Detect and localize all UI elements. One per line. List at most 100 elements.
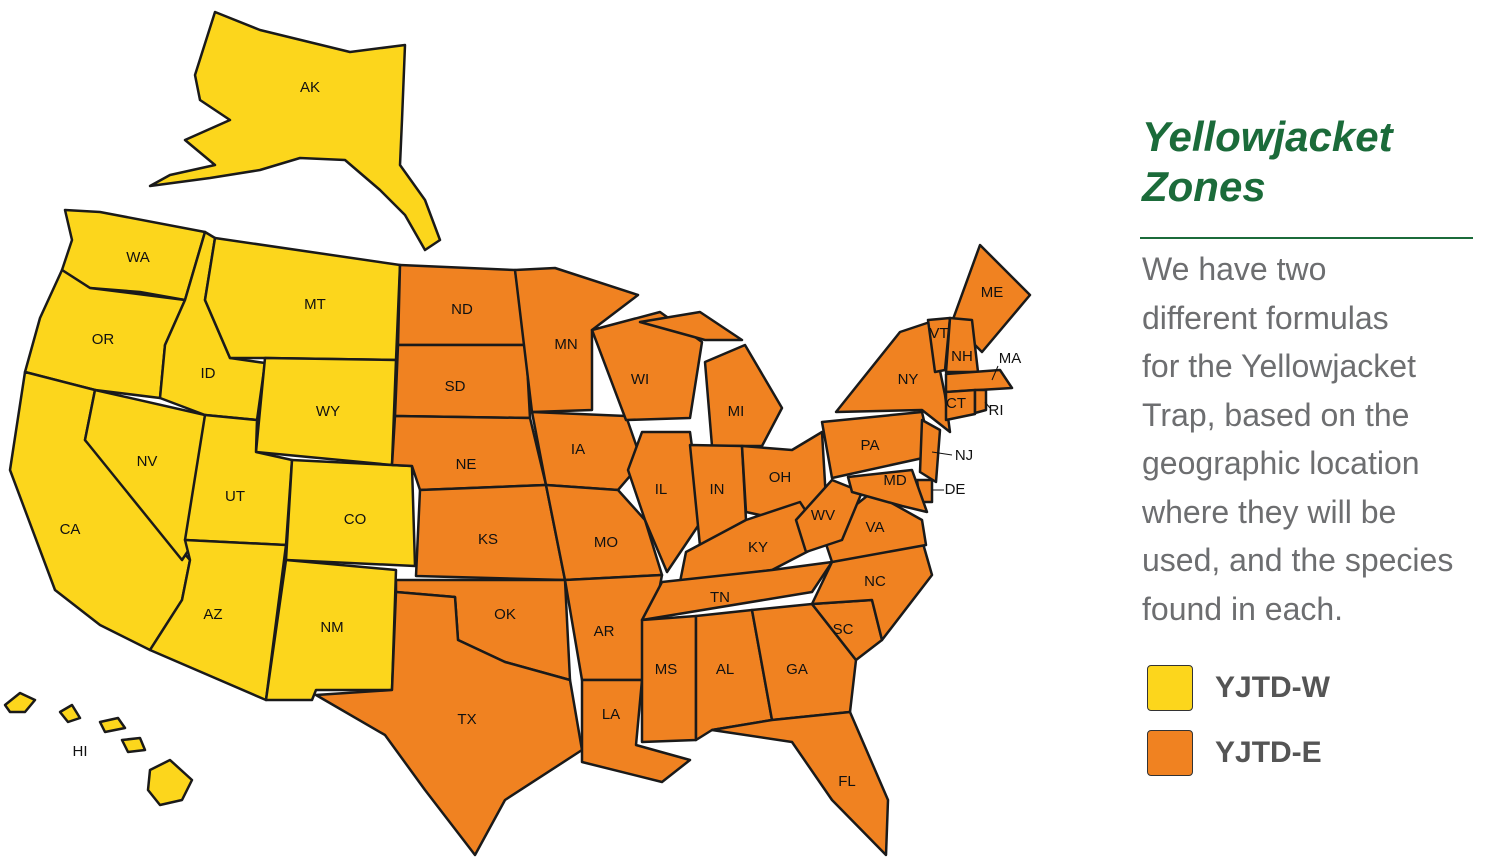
state-label: MA xyxy=(999,350,1022,367)
description-line: used, and the species xyxy=(1142,542,1454,578)
state-shape xyxy=(146,758,194,807)
state-label: MT xyxy=(304,296,326,313)
description-line: We have two xyxy=(1142,251,1327,287)
state-shape xyxy=(264,558,398,702)
state-label: ID xyxy=(201,365,216,382)
legend-swatch xyxy=(1147,730,1193,776)
state-shape xyxy=(58,703,82,724)
state-label: UT xyxy=(225,488,245,505)
state-shape xyxy=(640,560,834,622)
description-line: geographic location xyxy=(1142,445,1420,481)
state-label: CA xyxy=(60,521,81,538)
state-label: IA xyxy=(571,441,585,458)
state-shape xyxy=(794,478,864,554)
state-label: OH xyxy=(769,469,792,486)
state-label: AK xyxy=(300,79,320,96)
state-shape xyxy=(590,310,704,422)
state-shape xyxy=(530,410,644,492)
state-shape xyxy=(203,236,402,362)
state-label: ME xyxy=(981,284,1004,301)
state-label: CT xyxy=(946,395,966,412)
state-shape xyxy=(820,490,928,564)
description-line: for the Yellowjacket xyxy=(1142,348,1416,384)
state-label: KS xyxy=(478,531,498,548)
state-label: GA xyxy=(786,661,808,678)
state-label: OR xyxy=(92,331,115,348)
description: We have two different formulas for the Yel… xyxy=(1142,245,1453,633)
state-label: AZ xyxy=(203,606,222,623)
state-label: NJ xyxy=(955,447,973,464)
state-shape xyxy=(60,208,207,302)
legend-label: YJTD-W xyxy=(1215,671,1330,704)
title: Yellowjacket Zones xyxy=(1142,112,1393,212)
state-shape xyxy=(710,710,890,857)
divider xyxy=(1140,237,1473,239)
state-label: CO xyxy=(344,511,367,528)
state-label: WI xyxy=(631,371,649,388)
description-line: found in each. xyxy=(1142,590,1344,627)
state-label: RI xyxy=(989,402,1004,419)
state-shape xyxy=(638,310,744,342)
state-shape xyxy=(314,590,584,857)
state-label: WA xyxy=(126,249,150,266)
state-label: PA xyxy=(861,437,880,454)
leader-line xyxy=(984,401,991,409)
legend-item: YJTD-W xyxy=(1147,665,1487,715)
state-label: SD xyxy=(445,378,466,395)
state-shape xyxy=(626,430,704,574)
state-label: NE xyxy=(456,456,477,473)
state-shape xyxy=(3,691,37,714)
state-shape xyxy=(703,343,784,448)
state-label: NY xyxy=(898,371,919,388)
state-label: FL xyxy=(838,773,856,790)
leader-line xyxy=(991,365,999,381)
state-label: TN xyxy=(710,589,730,606)
state-label: MD xyxy=(883,472,906,489)
legend-label: YJTD-E xyxy=(1215,736,1322,769)
state-label: LA xyxy=(602,706,620,723)
state-label: TX xyxy=(457,711,476,728)
legend-item: YJTD-E xyxy=(1147,730,1487,780)
state-label: NH xyxy=(951,348,973,365)
state-label: SC xyxy=(833,621,854,638)
state-label: HI xyxy=(73,743,88,760)
state-label: NM xyxy=(320,619,343,636)
state-shape xyxy=(390,414,548,492)
leader-line xyxy=(931,451,953,456)
state-shape xyxy=(918,418,942,484)
legend-swatch xyxy=(1147,665,1193,711)
title-line: Yellowjacket xyxy=(1142,113,1393,160)
us-map: AK WA OR CA NV ID MT WY UT CO AZ NM HI ND SD NE KS OK TX MN… xyxy=(3,10,1032,857)
state-label: KY xyxy=(748,539,768,556)
state-label: IN xyxy=(710,481,725,498)
state-shape xyxy=(98,716,127,734)
state-label: WY xyxy=(316,403,340,420)
state-label: DE xyxy=(945,481,966,498)
state-label: MN xyxy=(554,336,577,353)
state-shape xyxy=(120,736,147,754)
state-shape xyxy=(544,483,664,582)
state-label: ND xyxy=(451,301,473,318)
state-label: NV xyxy=(137,453,158,470)
state-shape xyxy=(750,602,858,722)
state-shape xyxy=(284,458,417,568)
description-line: where they will be xyxy=(1142,493,1397,530)
state-label: NC xyxy=(864,573,886,590)
description-line: Trap, based on the xyxy=(1142,396,1410,433)
state-label: AL xyxy=(716,661,734,678)
state-label: AR xyxy=(594,623,615,640)
state-shape xyxy=(944,368,1014,394)
title-line: Zones xyxy=(1142,163,1266,210)
state-label: OK xyxy=(494,606,516,623)
state-label: MI xyxy=(728,403,745,420)
state-shape xyxy=(83,388,207,562)
state-label: VT xyxy=(929,325,948,342)
description-line: different formulas xyxy=(1142,299,1389,336)
state-label: WV xyxy=(811,507,835,524)
state-label: MS xyxy=(655,661,678,678)
state-shape xyxy=(973,388,988,415)
state-shape xyxy=(640,614,698,744)
state-label: VA xyxy=(866,519,885,536)
state-shape xyxy=(846,468,929,514)
